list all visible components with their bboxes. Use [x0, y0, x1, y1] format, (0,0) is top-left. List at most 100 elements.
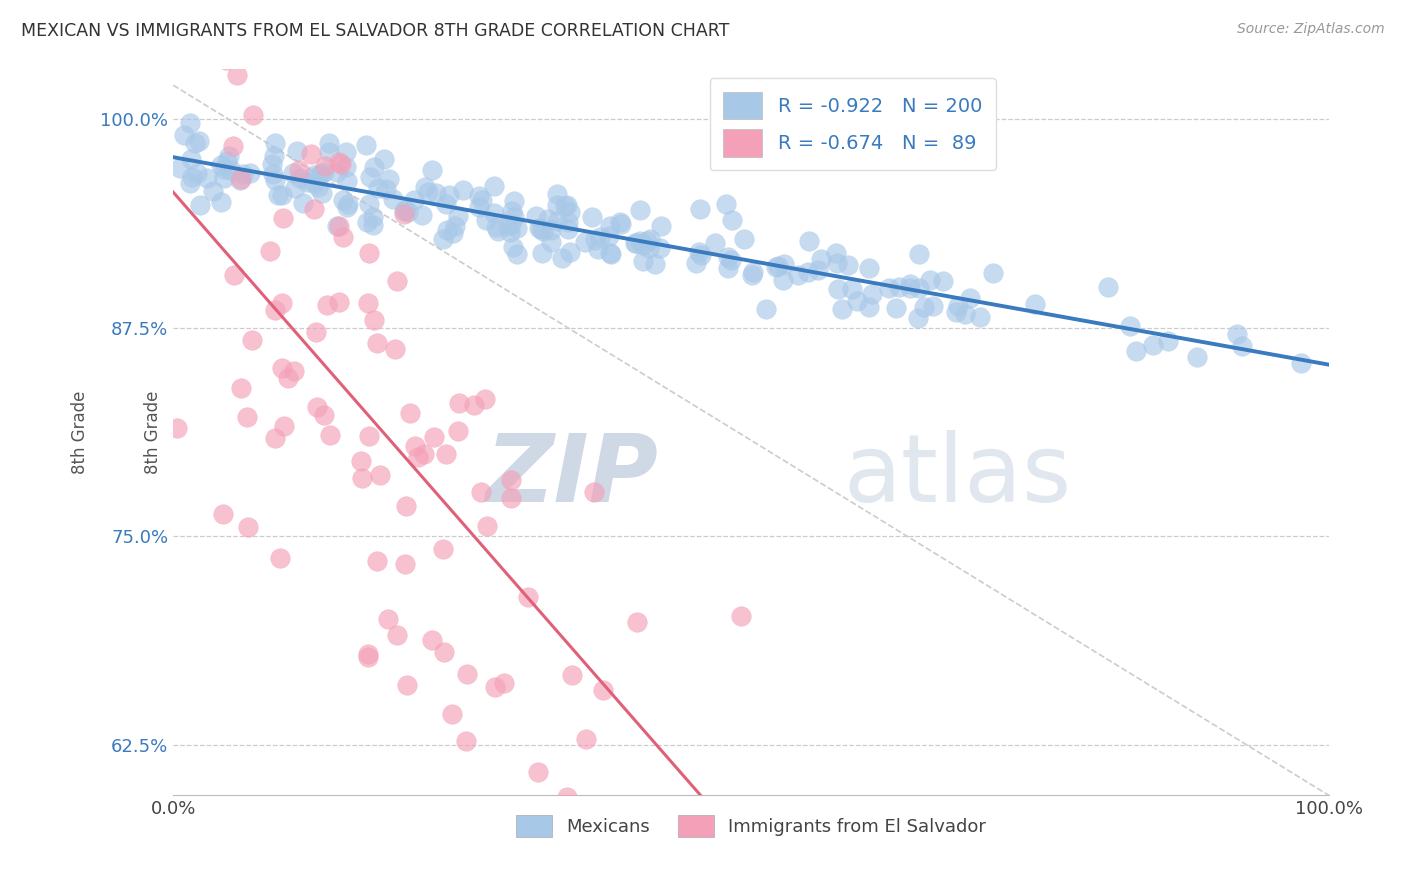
- Point: [456, 666, 478, 681]
- Point: [186, 165, 208, 179]
- Point: [501, 473, 523, 487]
- Point: [773, 257, 796, 271]
- Point: [179, 177, 201, 191]
- Point: [377, 172, 399, 186]
- Point: [583, 234, 606, 248]
- Point: [1024, 296, 1046, 310]
- Point: [628, 234, 651, 248]
- Point: [557, 215, 579, 229]
- Point: [529, 220, 551, 235]
- Point: [530, 222, 553, 236]
- Point: [628, 202, 651, 217]
- Point: [219, 163, 242, 178]
- Point: [447, 424, 470, 438]
- Point: [638, 242, 661, 256]
- Point: [898, 277, 921, 291]
- Point: [502, 240, 524, 254]
- Point: [546, 198, 568, 212]
- Point: [232, 167, 254, 181]
- Point: [336, 197, 359, 211]
- Point: [648, 241, 671, 255]
- Point: [231, 172, 253, 186]
- Point: [269, 551, 291, 566]
- Point: [363, 160, 385, 174]
- Point: [236, 410, 259, 425]
- Point: [810, 252, 832, 266]
- Point: [1185, 351, 1208, 365]
- Point: [336, 174, 359, 188]
- Point: [555, 790, 578, 805]
- Point: [440, 707, 463, 722]
- Point: [474, 392, 496, 407]
- Point: [222, 139, 245, 153]
- Point: [623, 235, 645, 250]
- Point: [395, 678, 418, 692]
- Point: [502, 194, 524, 209]
- Point: [329, 157, 352, 171]
- Point: [546, 213, 568, 227]
- Point: [945, 305, 967, 319]
- Point: [624, 236, 647, 251]
- Point: [955, 307, 977, 321]
- Point: [307, 180, 329, 194]
- Point: [586, 242, 609, 256]
- Text: Source: ZipAtlas.com: Source: ZipAtlas.com: [1237, 22, 1385, 37]
- Point: [530, 246, 553, 260]
- Point: [314, 165, 336, 179]
- Point: [506, 220, 529, 235]
- Point: [434, 197, 457, 211]
- Point: [981, 266, 1004, 280]
- Point: [335, 160, 357, 174]
- Point: [432, 541, 454, 556]
- Point: [484, 680, 506, 694]
- Point: [336, 200, 359, 214]
- Point: [631, 237, 654, 252]
- Point: [505, 247, 527, 261]
- Point: [640, 232, 662, 246]
- Point: [302, 168, 325, 182]
- Point: [188, 197, 211, 211]
- Point: [368, 467, 391, 482]
- Point: [357, 296, 380, 310]
- Point: [1142, 338, 1164, 352]
- Point: [468, 189, 491, 203]
- Point: [332, 230, 354, 244]
- Point: [335, 145, 357, 160]
- Point: [309, 167, 332, 181]
- Point: [318, 427, 340, 442]
- Point: [799, 234, 821, 248]
- Point: [166, 421, 188, 435]
- Point: [742, 265, 765, 279]
- Point: [526, 765, 548, 780]
- Point: [260, 157, 283, 171]
- Point: [377, 612, 399, 626]
- Point: [307, 169, 329, 183]
- Point: [249, 12, 271, 27]
- Point: [311, 186, 333, 201]
- Point: [425, 186, 447, 201]
- Point: [262, 168, 284, 182]
- Point: [212, 508, 235, 522]
- Point: [841, 282, 863, 296]
- Y-axis label: 8th Grade: 8th Grade: [143, 391, 162, 474]
- Point: [215, 153, 238, 168]
- Point: [229, 173, 252, 187]
- Point: [825, 256, 848, 270]
- Point: [325, 165, 347, 179]
- Point: [858, 300, 880, 314]
- Point: [531, 224, 554, 238]
- Point: [302, 177, 325, 191]
- Point: [969, 310, 991, 324]
- Point: [384, 343, 406, 357]
- Point: [263, 431, 285, 445]
- Point: [471, 193, 494, 207]
- Point: [328, 155, 350, 169]
- Point: [447, 396, 470, 410]
- Point: [357, 650, 380, 665]
- Point: [592, 683, 614, 698]
- Point: [402, 193, 425, 207]
- Point: [283, 364, 305, 378]
- Point: [413, 179, 436, 194]
- Point: [314, 159, 336, 173]
- Point: [422, 430, 444, 444]
